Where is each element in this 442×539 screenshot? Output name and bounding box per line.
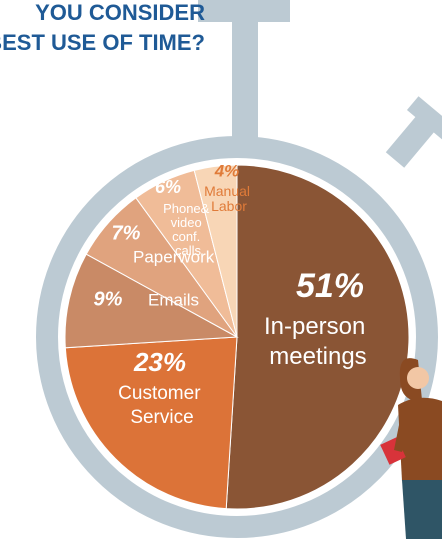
pie [64, 164, 410, 510]
slice-percent: 9% [94, 288, 123, 310]
title-line: BEST USE OF TIME? [0, 30, 205, 55]
slice-label: Paperwork [133, 247, 215, 266]
pie-slice [193, 164, 238, 338]
slice-label: Phone& video conf. calls [163, 201, 213, 258]
stopwatch-crown [198, 0, 290, 22]
slice-label: Customer Service [118, 383, 206, 428]
title-line: YOU CONSIDER [35, 0, 205, 25]
slice-label: Manual Labor [204, 183, 254, 214]
stopwatch-button [385, 96, 442, 168]
pie-slice [225, 164, 410, 510]
slice-label: Emails [148, 290, 199, 309]
labels: 51% In-person meetings 23% Customer Service… [94, 161, 372, 428]
slice-percent: 6% [155, 177, 181, 197]
stopwatch-stem [232, 20, 258, 140]
slice-percent: 51% [296, 267, 364, 305]
pie-slice [64, 253, 239, 349]
illustration [380, 358, 442, 539]
slice-percent: 4% [214, 161, 240, 180]
slice-label: In-person meetings [264, 313, 372, 370]
pie-slice [64, 336, 238, 510]
slice-percent: 7% [112, 222, 141, 244]
slice-percent: 23% [133, 347, 186, 377]
